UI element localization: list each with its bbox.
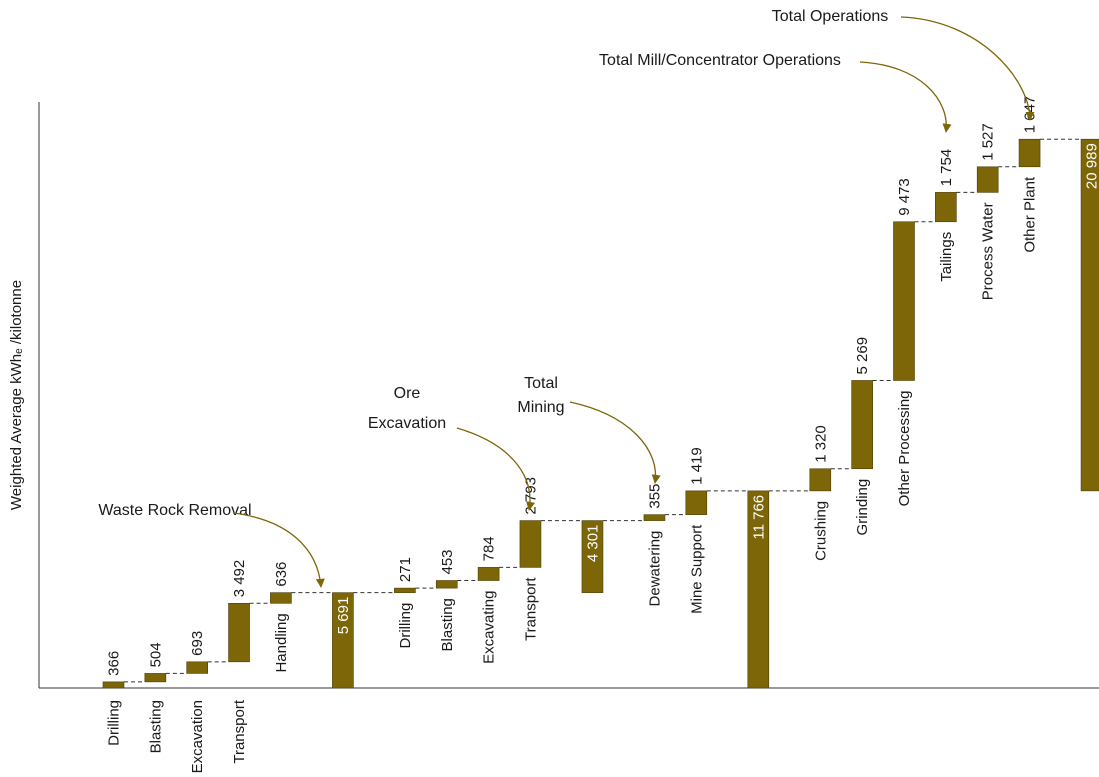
y-axis-label: Weighted Average kWhₑ /kilotonne [8,280,25,510]
bar-10 [581,520,604,593]
annotations: Waste Rock Removal Ore Excavation Total Mini… [98,8,1035,588]
bar-12 [685,490,708,515]
bar-16 [893,221,915,381]
bar-17 [935,192,957,223]
bar-13 [747,490,770,689]
bar-8 [477,567,500,581]
bar-19 [1018,138,1041,168]
bar-11 [643,514,666,521]
value-label-15: 5 269 [854,337,871,375]
value-label-18: 1 527 [980,123,997,161]
value-label-14: 1 320 [812,425,829,463]
annotation-arrow-0 [232,512,325,588]
value-label-11: 355 [646,484,663,509]
value-label-9: 2 793 [522,477,539,515]
value-label-2: 693 [189,631,206,656]
annotation-label-0: Waste Rock Removal [98,502,251,519]
category-label-9: Transport [522,577,539,641]
category-label-6: Drilling [397,603,414,649]
category-label-7: Blasting [439,598,456,651]
category-label-1: Blasting [147,700,164,753]
value-label-12: 1 419 [688,447,705,485]
bar-7 [435,580,458,589]
value-label-17: 1 754 [938,149,955,187]
value-label-8: 784 [481,536,498,561]
category-label-4: Handling [273,613,290,672]
category-label-0: Drilling [106,700,123,746]
annotation-arrow-4 [900,16,1035,121]
category-label-12: Mine Support [688,524,705,614]
annotation-arrow-2 [569,401,661,484]
bar-3 [228,603,250,663]
bar-1 [144,673,167,683]
total-label-5: 5 691 [335,597,352,635]
connector-lines [124,138,1082,683]
total-label-13: 11 766 [750,495,767,540]
bar-9 [519,520,542,568]
category-label-2: Excavation [189,700,206,773]
bar-4 [270,592,292,604]
category-label-17: Tailings [938,232,955,282]
value-label-1: 504 [147,642,164,667]
bar-5 [332,592,354,689]
category-label-8: Excavating [481,591,498,664]
annotation-label-3: Total Mill/Concentrator Operations [599,52,841,69]
annotation-label-4: Total Operations [772,8,889,25]
bar-6 [394,587,416,593]
value-label-7: 453 [439,549,456,574]
annotation-label-1: Ore [394,385,421,402]
category-label-18: Process Water [980,202,997,300]
bar-0 [102,681,125,689]
category-label-15: Grinding [854,479,871,536]
category-label-3: Transport [231,699,248,763]
annotation-label-2: Mining [517,399,564,416]
labels: 366 Drilling 504 Blasting 693 Excavation 3 492… [106,96,1099,774]
category-label-11: Dewatering [646,531,663,607]
value-label-4: 636 [273,562,290,587]
annotation-label-1: Excavation [368,415,446,432]
value-label-0: 366 [106,651,123,676]
annotation-arrow-3 [859,61,952,133]
value-label-3: 3 492 [231,560,248,598]
total-label-10: 4 301 [584,525,601,563]
category-label-19: Other Plant [1022,176,1039,253]
bar-15 [851,380,873,470]
annotation-label-2: Total [524,375,558,392]
category-label-16: Other Processing [896,390,913,506]
bar-2 [186,661,208,674]
value-label-16: 9 473 [896,178,913,216]
total-label-20: 20 989 [1084,143,1099,189]
bar-20 [1080,138,1099,492]
annotation-arrow-1 [456,427,536,511]
bar-14 [809,468,832,492]
bars [102,138,1099,689]
category-label-14: Crushing [812,501,829,561]
value-label-6: 271 [397,557,414,582]
bar-18 [976,166,999,193]
